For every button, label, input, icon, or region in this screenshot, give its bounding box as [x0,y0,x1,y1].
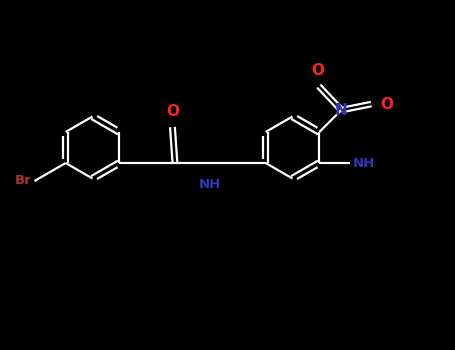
Text: NH: NH [199,178,221,191]
Text: N: N [335,103,348,118]
Text: NH: NH [352,156,374,169]
Text: O: O [166,104,179,119]
Text: O: O [380,97,393,112]
Text: O: O [311,63,324,78]
Text: Br: Br [15,175,32,188]
